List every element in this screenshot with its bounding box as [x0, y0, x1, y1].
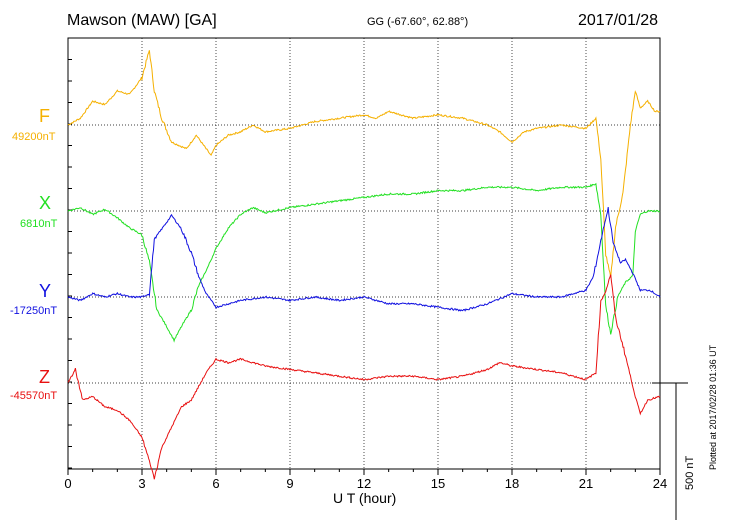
plotted-timestamp: Plotted at 2017/02/28 01:36 UT	[708, 344, 718, 470]
series-line-x	[67, 182, 661, 343]
series-line-y	[67, 207, 661, 312]
series-label-z: Z	[39, 367, 50, 387]
x-tick-label: 12	[357, 476, 371, 491]
x-tick-label: 0	[64, 476, 71, 491]
x-tick-label: 3	[138, 476, 145, 491]
x-tick-label: 6	[212, 476, 219, 491]
series-baseline-z: -45570nT	[10, 390, 58, 402]
x-axis-label: U T (hour)	[333, 490, 397, 506]
chart-date: 2017/01/28	[578, 12, 659, 29]
x-tick-label: 24	[653, 476, 667, 491]
series-baseline-y: -17250nT	[10, 305, 58, 317]
station-title: Mawson (MAW) [GA]	[67, 12, 217, 29]
series-baseline-x: 6810nT	[20, 218, 58, 230]
series-label-x: X	[39, 193, 52, 213]
series-baseline-f: 49200nT	[12, 131, 56, 143]
x-tick-label: 9	[286, 476, 293, 491]
series-label-y: Y	[39, 281, 52, 301]
x-tick-label: 21	[579, 476, 593, 491]
series-line-z	[67, 274, 661, 480]
scale-bar-label: 500 nT	[684, 455, 696, 490]
series-label-f: F	[39, 106, 50, 126]
series-line-f	[67, 50, 661, 278]
station-coordinates: GG (-67.60°, 62.88°)	[367, 16, 469, 28]
x-tick-label: 15	[431, 476, 445, 491]
x-tick-label: 18	[505, 476, 519, 491]
